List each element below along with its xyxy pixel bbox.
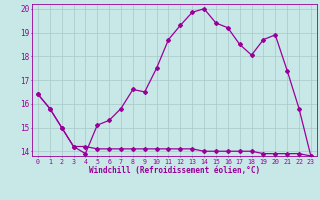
X-axis label: Windchill (Refroidissement éolien,°C): Windchill (Refroidissement éolien,°C) [89,166,260,175]
